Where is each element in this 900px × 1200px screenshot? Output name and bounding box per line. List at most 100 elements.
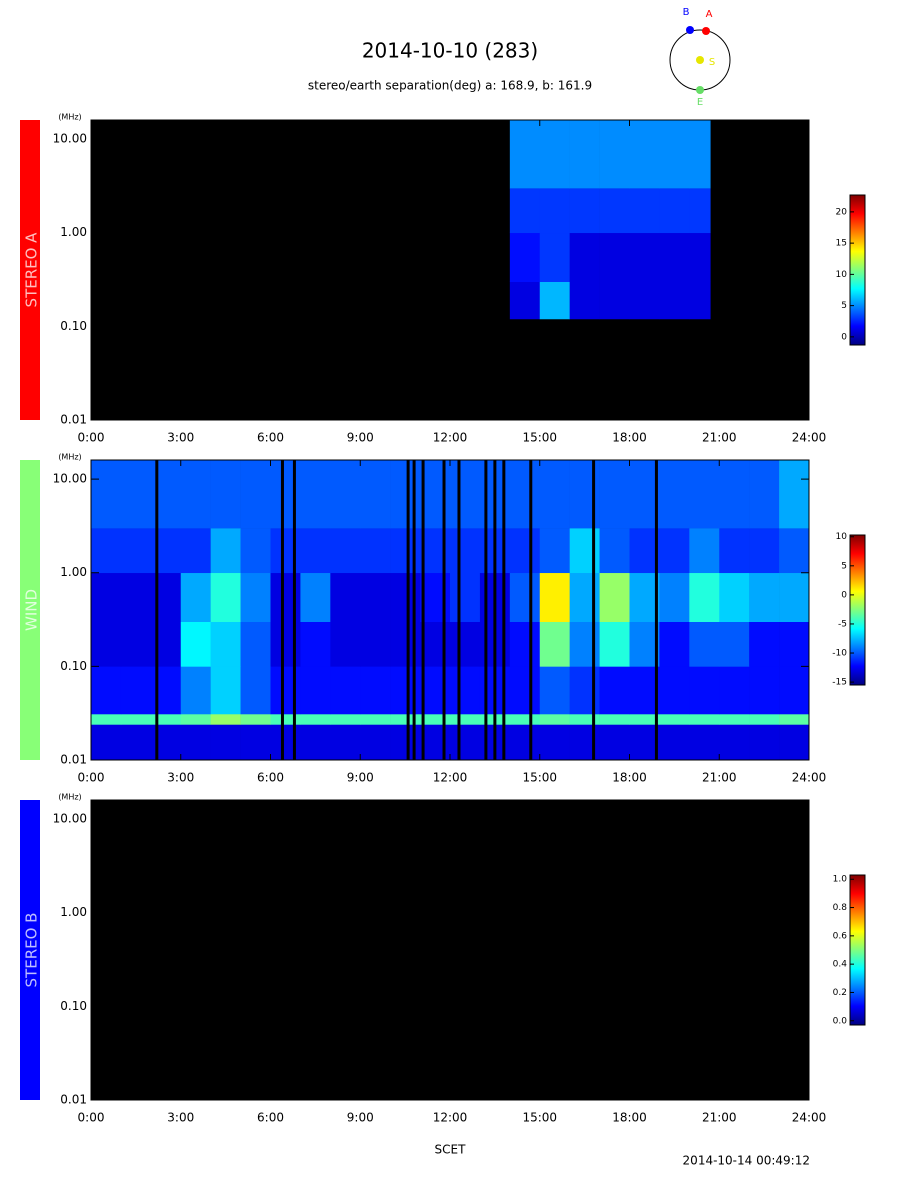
colorbar-tick-label: 0.6 bbox=[833, 931, 848, 941]
heat-cell bbox=[569, 621, 600, 667]
heat-cell bbox=[599, 281, 630, 320]
x-tick-label: 24:00 bbox=[792, 431, 827, 445]
heat-cell bbox=[719, 460, 750, 529]
heat-cell bbox=[509, 666, 541, 715]
heat-cell bbox=[210, 621, 241, 667]
x-tick-label: 3:00 bbox=[167, 1111, 194, 1125]
heat-cell bbox=[330, 460, 361, 529]
data-gap bbox=[529, 460, 533, 760]
y-tick-label: 1.00 bbox=[60, 565, 87, 579]
heat-cell bbox=[450, 460, 481, 529]
heat-cell bbox=[659, 120, 690, 189]
heat-cell bbox=[689, 713, 720, 725]
heat-cell bbox=[749, 713, 780, 725]
panel-label: WIND bbox=[23, 589, 41, 631]
heat-cell bbox=[240, 460, 271, 529]
panel-label: STEREO B bbox=[23, 913, 41, 988]
heat-cell bbox=[599, 188, 630, 234]
heat-cell bbox=[689, 572, 720, 622]
heat-cell bbox=[659, 713, 690, 725]
heat-cell bbox=[629, 724, 660, 761]
heat-cell bbox=[779, 713, 810, 725]
y-unit: (MHz) bbox=[58, 453, 81, 462]
orbit-earth bbox=[696, 86, 704, 94]
panel-label-bar bbox=[20, 800, 40, 1100]
heat-cell bbox=[569, 528, 600, 574]
heat-cell bbox=[569, 572, 600, 622]
heat-cell bbox=[659, 528, 690, 574]
heat-cell bbox=[360, 528, 391, 574]
heat-cell bbox=[450, 666, 481, 715]
x-tick-label: 6:00 bbox=[257, 771, 284, 785]
x-tick-label: 0:00 bbox=[78, 771, 105, 785]
heat-cell bbox=[330, 713, 361, 725]
heat-cell bbox=[360, 666, 391, 715]
heat-cell bbox=[509, 232, 541, 282]
y-tick-label: 1.00 bbox=[60, 905, 87, 919]
heat-cell bbox=[629, 460, 660, 529]
heat-cell bbox=[509, 724, 541, 761]
heat-cell bbox=[120, 460, 152, 529]
data-gap bbox=[502, 460, 506, 760]
heat-cell bbox=[689, 621, 720, 667]
colorbar-tick-label: 0.0 bbox=[833, 1016, 848, 1026]
x-tick-label: 15:00 bbox=[522, 431, 557, 445]
heat-cell bbox=[450, 724, 481, 761]
heat-cell bbox=[539, 120, 570, 189]
heat-cell bbox=[420, 666, 451, 715]
heat-cell bbox=[659, 666, 690, 715]
heat-cell bbox=[689, 188, 711, 234]
heat-cell bbox=[629, 281, 660, 320]
x-tick-label: 6:00 bbox=[257, 1111, 284, 1125]
heat-cell bbox=[719, 621, 750, 667]
heat-cell bbox=[539, 666, 570, 715]
heat-cell bbox=[689, 281, 711, 320]
data-gap bbox=[412, 460, 416, 760]
heat-cell bbox=[689, 120, 711, 189]
heat-cell bbox=[659, 188, 690, 234]
heat-cell bbox=[509, 713, 541, 725]
data-gap bbox=[592, 460, 596, 760]
orbit-label: B bbox=[683, 7, 690, 18]
heat-cell bbox=[779, 572, 810, 622]
heat-cell bbox=[539, 232, 570, 282]
heat-cell bbox=[659, 232, 690, 282]
colorbar-tick-label: -15 bbox=[832, 678, 847, 688]
heat-cell bbox=[300, 666, 331, 715]
colorbar-tick-label: 5 bbox=[841, 301, 847, 311]
heat-cell bbox=[390, 666, 421, 715]
heat-cell bbox=[300, 460, 331, 529]
panel-label-bar bbox=[20, 120, 40, 420]
heat-cell bbox=[420, 621, 451, 667]
colorbar-tick-label: 15 bbox=[836, 239, 847, 249]
heat-cell bbox=[180, 724, 211, 761]
heat-cell bbox=[180, 621, 211, 667]
heat-cell bbox=[300, 572, 331, 622]
heat-cell bbox=[599, 460, 630, 529]
heat-cell bbox=[509, 528, 541, 574]
heat-cell bbox=[569, 188, 600, 234]
heat-cell bbox=[360, 621, 391, 667]
orbit-sun bbox=[696, 56, 704, 64]
heat-cell bbox=[659, 724, 690, 761]
x-tick-label: 3:00 bbox=[167, 431, 194, 445]
y-tick-label: 0.01 bbox=[60, 413, 87, 427]
y-tick-label: 10.00 bbox=[53, 132, 87, 146]
heat-cell bbox=[450, 528, 481, 574]
heat-cell bbox=[240, 724, 271, 761]
data-gap bbox=[457, 460, 461, 760]
heat-cell bbox=[91, 724, 122, 761]
colorbar-tick-label: 0.8 bbox=[833, 903, 848, 913]
heat-cell bbox=[270, 572, 301, 622]
heat-cell bbox=[240, 621, 271, 667]
colorbar-tick-label: 1.0 bbox=[833, 875, 848, 885]
heat-cell bbox=[420, 460, 451, 529]
data-gap bbox=[292, 460, 296, 760]
colorbar-tick-label: 10 bbox=[836, 532, 848, 542]
heat-cell bbox=[120, 572, 152, 622]
data-gap bbox=[421, 460, 425, 760]
x-tick-label: 21:00 bbox=[702, 1111, 737, 1125]
heat-cell bbox=[509, 572, 541, 622]
heat-cell bbox=[390, 528, 421, 574]
heat-cell bbox=[719, 572, 750, 622]
